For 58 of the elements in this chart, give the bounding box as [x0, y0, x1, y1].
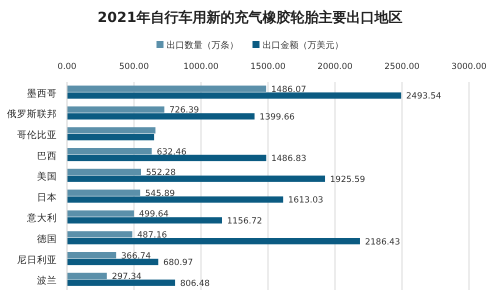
y-tick-label: 哥伦比亚 [17, 129, 57, 141]
bar [67, 196, 284, 203]
data-label: 366.74 [121, 251, 151, 262]
bar [67, 190, 140, 196]
data-label: 632.46 [156, 147, 186, 158]
bar [67, 127, 156, 134]
bar [67, 106, 164, 113]
legend-label: 出口金额（万美元） [262, 40, 344, 51]
y-tick-label: 日本 [37, 191, 57, 204]
data-label: 2493.54 [406, 92, 442, 102]
data-label: 680.97 [163, 258, 193, 268]
data-label: 806.48 [180, 278, 210, 289]
x-tick-label: 0.00 [58, 62, 76, 72]
data-label: 1399.66 [260, 112, 295, 122]
chart-title: 2021年自行车用新的充气橡胶轮胎主要出口地区 [98, 9, 402, 26]
y-tick-label: 美国 [37, 170, 57, 183]
x-tick-label: 3000.00 [451, 62, 487, 72]
bar [67, 148, 152, 154]
x-tick-label: 2500.00 [384, 62, 420, 72]
data-label: 1486.07 [271, 84, 306, 95]
y-tick-label: 波兰 [37, 274, 57, 287]
bar [67, 154, 266, 162]
x-tick-label: 1500.00 [250, 62, 286, 72]
bar [67, 210, 134, 217]
bar [67, 258, 158, 266]
data-label: 1156.72 [227, 216, 262, 226]
bar [67, 238, 360, 244]
y-tick-label: 意大利 [26, 212, 57, 224]
bar [67, 217, 222, 224]
bar [67, 92, 402, 99]
data-label: 1925.59 [330, 174, 366, 185]
y-tick-label: 巴西 [37, 150, 57, 162]
bar [67, 272, 107, 280]
bar [67, 176, 326, 182]
data-label: 1613.03 [288, 196, 324, 206]
data-label: 726.39 [169, 106, 200, 116]
y-tick-label: 俄罗斯联邦 [7, 108, 57, 120]
bar [67, 113, 255, 120]
bar [67, 134, 154, 140]
y-tick-label: 尼日利亚 [17, 254, 57, 266]
bar [67, 231, 132, 238]
data-label: 1486.83 [271, 154, 306, 164]
bar [67, 168, 142, 176]
data-label: 545.89 [145, 188, 175, 199]
bar [67, 280, 176, 286]
bar [67, 86, 266, 92]
x-tick-label: 500.00 [119, 62, 149, 72]
y-tick-label: 德国 [37, 234, 57, 245]
data-label: 2186.43 [364, 237, 400, 248]
data-label: 297.34 [112, 272, 142, 282]
x-tick-label: 1000.00 [183, 62, 219, 72]
data-label: 552.28 [146, 168, 176, 178]
legend-label: 出口数量（万条） [166, 40, 238, 51]
x-tick-label: 2000.00 [317, 62, 353, 72]
data-label: 499.64 [138, 210, 169, 220]
data-label: 487.16 [137, 230, 168, 240]
bar [67, 252, 116, 258]
y-tick-label: 墨西哥 [27, 88, 57, 100]
